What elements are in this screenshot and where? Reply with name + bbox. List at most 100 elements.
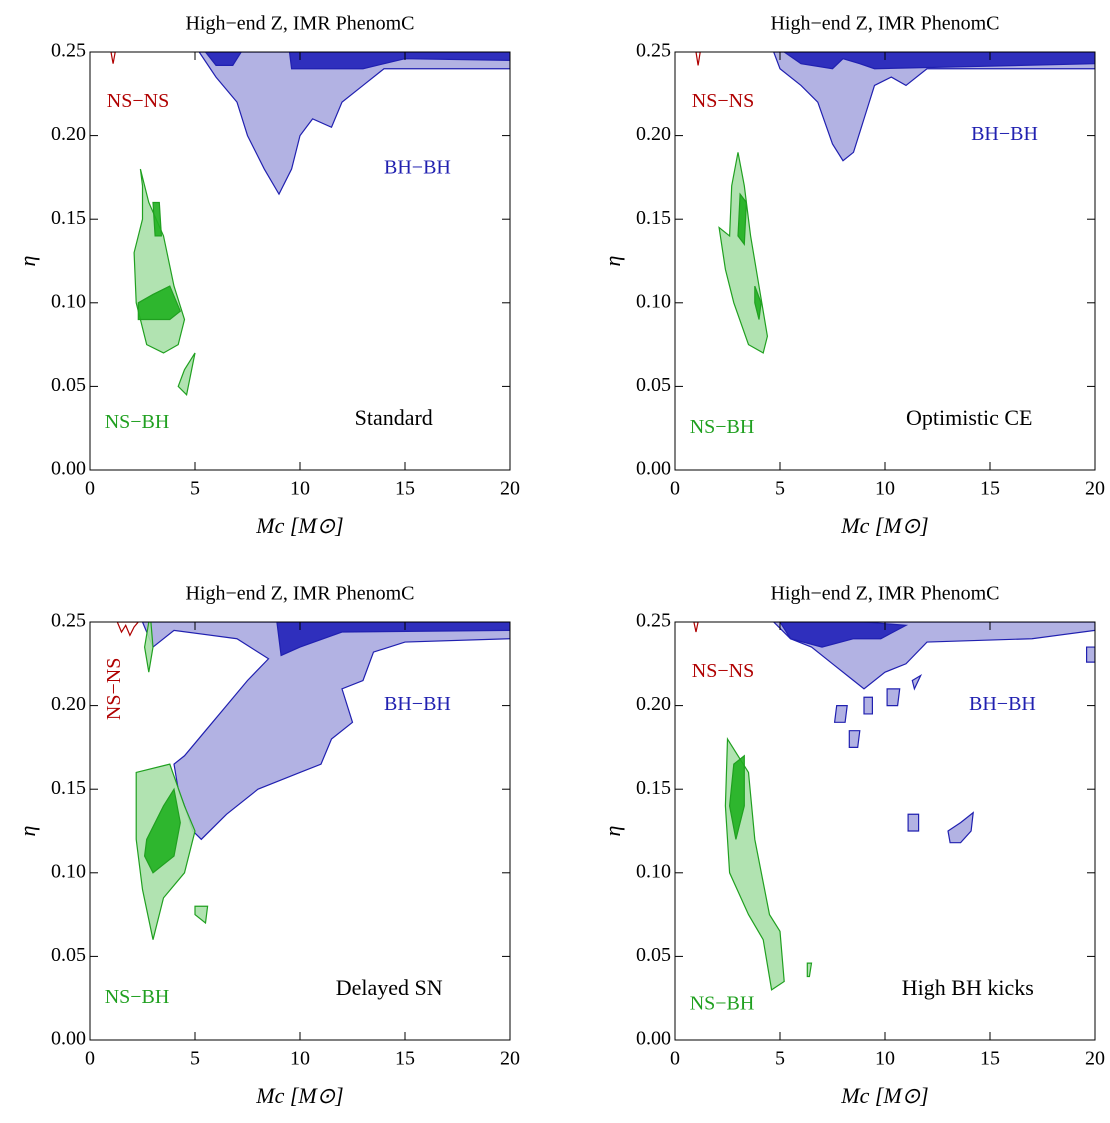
contour-region [806,962,813,978]
chart-title: High−end Z, IMR PhenomC [770,13,999,35]
annotation: BH−BH [384,157,451,179]
annotation: BH−BH [971,123,1038,145]
annotation: NS−NS [692,660,754,682]
x-axis-label: Mc [M⊙] [255,1083,343,1108]
annotation: NS−BH [690,416,755,438]
y-tick-label: 0.15 [636,777,671,799]
x-tick-label: 10 [290,1048,310,1070]
x-tick-label: 0 [85,478,95,500]
annotation: BH−BH [969,693,1036,715]
y-axis-label: η [15,826,40,837]
y-tick-label: 0.15 [636,207,671,229]
contour-region [886,688,901,707]
y-axis-label: η [15,256,40,267]
x-tick-label: 5 [190,1048,200,1070]
contour-region [848,730,861,748]
x-tick-label: 5 [190,478,200,500]
x-tick-label: 15 [395,1048,415,1070]
contour-region [833,705,848,723]
x-axis-label: Mc [M⊙] [840,513,928,538]
x-tick-label: 20 [500,478,520,500]
x-tick-label: 10 [875,478,895,500]
x-tick-label: 5 [775,1048,785,1070]
x-axis-label: Mc [M⊙] [255,513,343,538]
contour-region [194,905,209,925]
contour-region [137,285,182,321]
y-tick-label: 0.20 [51,123,86,145]
x-tick-label: 0 [670,1048,680,1070]
contour-region [773,52,1095,162]
x-tick-label: 20 [1085,1048,1105,1070]
annotation: NS−NS [103,658,125,720]
chart-title: High−end Z, IMR PhenomC [185,583,414,605]
contour-region [947,811,974,844]
y-tick-label: 0.20 [636,693,671,715]
y-tick-label: 0.10 [636,290,671,312]
annotation: NS−BH [690,992,755,1014]
annotation: BH−BH [384,693,451,715]
y-axis-label: η [600,256,625,267]
y-tick-label: 0.05 [51,944,86,966]
annotation: NS−NS [692,90,754,112]
contour-region [754,285,762,320]
panel-label: Optimistic CE [906,405,1033,430]
contour-region [1086,646,1095,663]
y-tick-label: 0.25 [636,610,671,632]
x-tick-label: 15 [980,478,1000,500]
y-tick-label: 0.10 [51,860,86,882]
y-tick-label: 0.05 [636,374,671,396]
contour-region [133,168,186,354]
y-axis-label: η [600,826,625,837]
panel-label: High BH kicks [902,975,1034,1000]
contour-region [783,52,1095,70]
contour-region [143,787,181,874]
panel-label: Standard [355,405,433,430]
contour-region [693,622,699,633]
annotation: NS−BH [105,986,170,1008]
y-tick-label: 0.00 [51,1028,86,1050]
x-tick-label: 20 [500,1048,520,1070]
y-tick-label: 0.20 [51,693,86,715]
x-tick-label: 20 [1085,478,1105,500]
chart-title: High−end Z, IMR PhenomC [770,583,999,605]
contour-region [863,696,873,715]
contour-region [110,52,116,64]
contour-region [728,754,745,840]
annotation: NS−NS [107,90,169,112]
y-tick-label: 0.10 [636,860,671,882]
contour-region [718,152,769,354]
chart-title: High−end Z, IMR PhenomC [185,13,414,35]
x-tick-label: 0 [670,478,680,500]
y-tick-label: 0.10 [51,290,86,312]
annotation: NS−BH [105,411,170,433]
y-tick-label: 0.05 [51,374,86,396]
contour-region [907,813,920,832]
x-axis-label: Mc [M⊙] [840,1083,928,1108]
contour-region [198,52,510,196]
x-tick-label: 15 [395,478,415,500]
contour-region [276,622,510,657]
y-tick-label: 0.25 [636,40,671,62]
y-tick-label: 0.00 [51,458,86,480]
contour-region [116,622,140,637]
x-tick-label: 15 [980,1048,1000,1070]
x-tick-label: 5 [775,478,785,500]
contour-region [141,622,510,841]
contour-region [779,622,909,648]
contour-region [152,201,163,237]
x-tick-label: 10 [290,478,310,500]
y-tick-label: 0.00 [636,458,671,480]
contour-region [204,52,242,66]
y-tick-label: 0.20 [636,123,671,145]
contour-region [143,622,154,673]
contour-region [177,352,196,396]
y-tick-label: 0.25 [51,40,86,62]
y-tick-label: 0.05 [636,944,671,966]
y-tick-label: 0.15 [51,777,86,799]
x-tick-label: 0 [85,1048,95,1070]
y-tick-label: 0.15 [51,207,86,229]
x-tick-label: 10 [875,1048,895,1070]
contour-region [737,192,748,246]
panel-label: Delayed SN [336,975,443,1000]
